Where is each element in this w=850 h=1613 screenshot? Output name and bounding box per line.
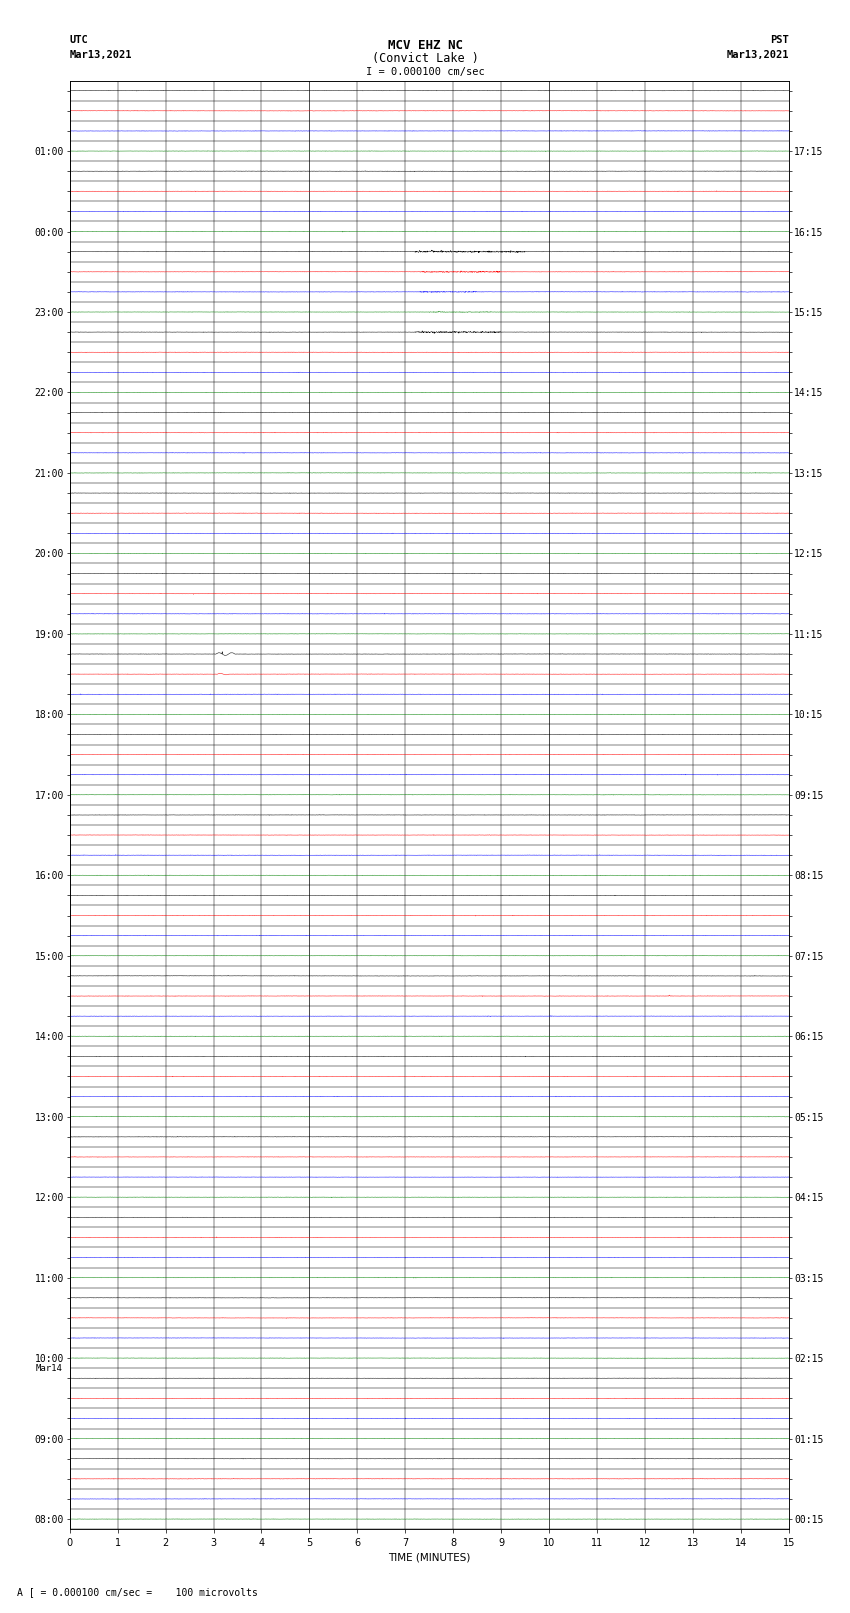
Text: (Convict Lake ): (Convict Lake ): [371, 52, 479, 65]
X-axis label: TIME (MINUTES): TIME (MINUTES): [388, 1552, 470, 1563]
Text: UTC: UTC: [70, 35, 88, 45]
Text: Mar13,2021: Mar13,2021: [726, 50, 789, 60]
Text: MCV EHZ NC: MCV EHZ NC: [388, 39, 462, 52]
Text: Mar14: Mar14: [36, 1363, 63, 1373]
Text: I = 0.000100 cm/sec: I = 0.000100 cm/sec: [366, 68, 484, 77]
Text: PST: PST: [770, 35, 789, 45]
Text: A [ = 0.000100 cm/sec =    100 microvolts: A [ = 0.000100 cm/sec = 100 microvolts: [17, 1587, 258, 1597]
Text: Mar13,2021: Mar13,2021: [70, 50, 133, 60]
